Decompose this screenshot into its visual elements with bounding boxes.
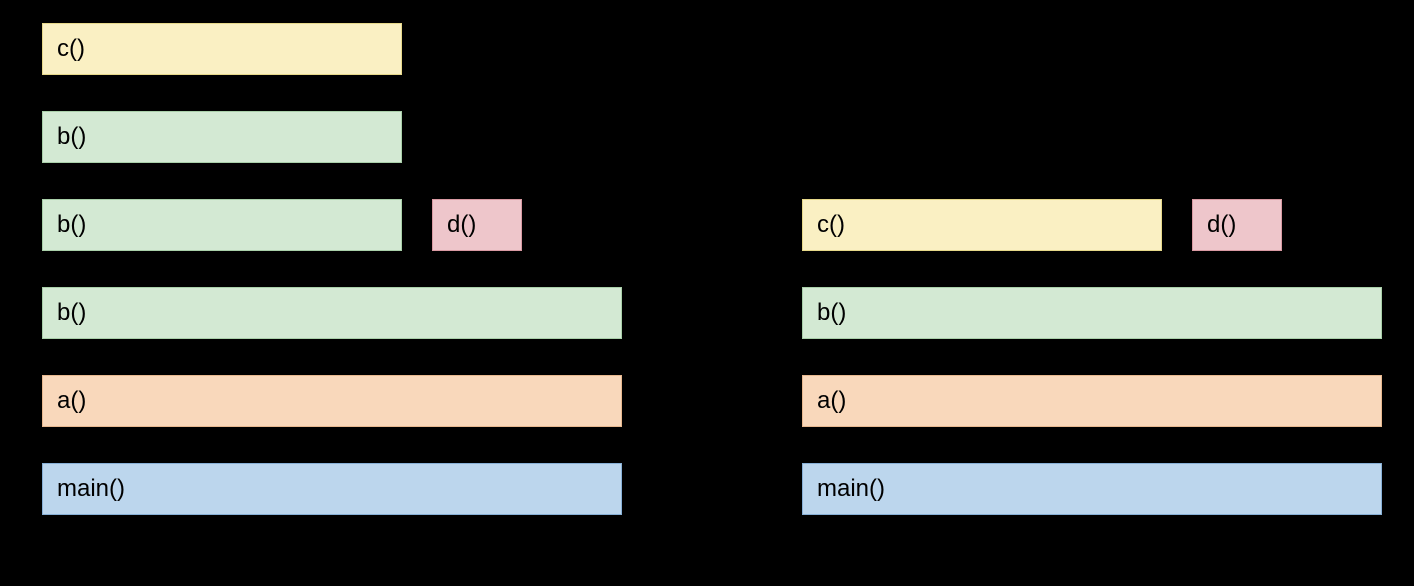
frame-left-a: a() (42, 375, 622, 427)
frame-right-a: a() (802, 375, 1382, 427)
frame-left-d: d() (432, 199, 522, 251)
frame-right-main: main() (802, 463, 1382, 515)
frame-left-b-r3: b() (42, 287, 622, 339)
frame-left-main: main() (42, 463, 622, 515)
flamegraph-canvas: c() b() b() d() b() a() main() c() d() b() a() main… (0, 0, 1414, 586)
frame-right-c: c() (802, 199, 1162, 251)
frame-left-b-r4: b() (42, 199, 402, 251)
frame-right-b: b() (802, 287, 1382, 339)
frame-right-d: d() (1192, 199, 1282, 251)
frame-left-b-r5: b() (42, 111, 402, 163)
frame-left-c-top: c() (42, 23, 402, 75)
